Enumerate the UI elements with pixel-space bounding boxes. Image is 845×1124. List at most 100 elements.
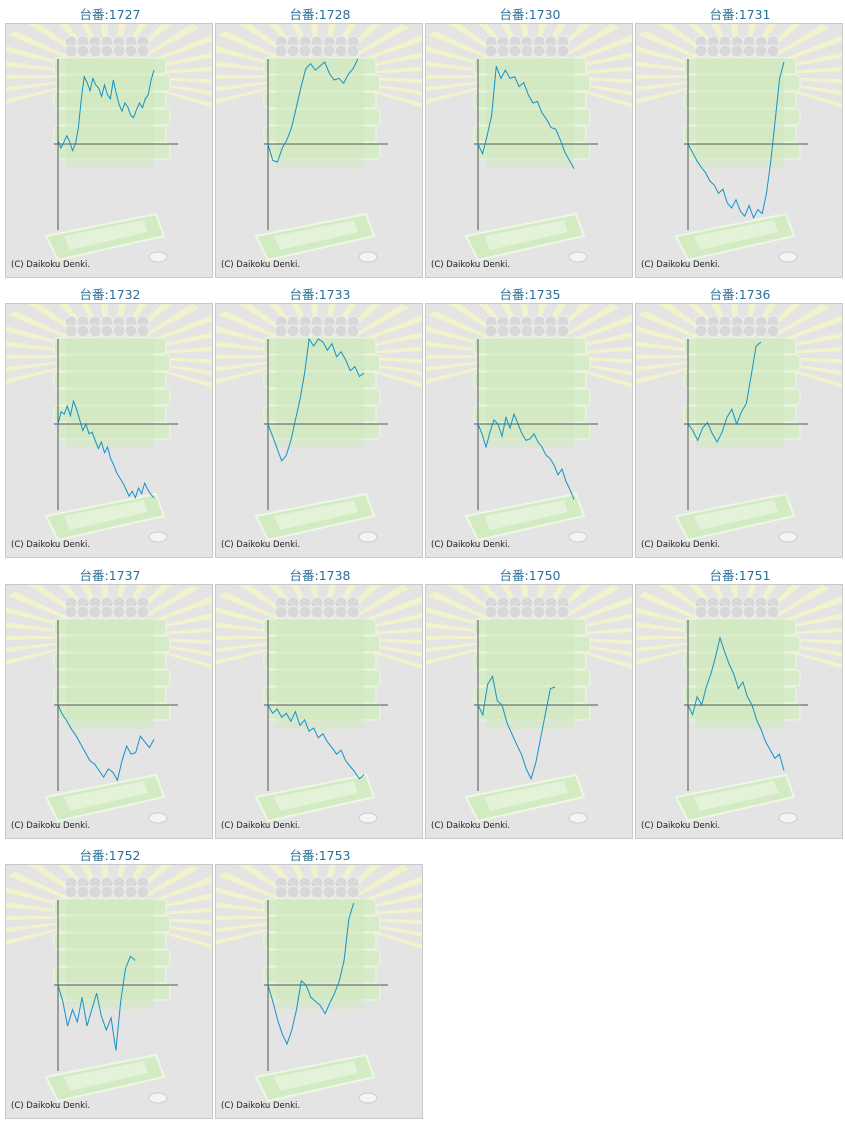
graph-cell[interactable]: 台番:1727 (C) Daikoku Denki.	[5, 3, 215, 279]
graph-image[interactable]: (C) Daikoku Denki.	[215, 303, 423, 558]
graph-cell[interactable]: 台番:1731 (C) Daikoku Denki.	[635, 3, 845, 279]
background-art	[216, 585, 422, 824]
machine-number-title[interactable]: 台番:1737	[79, 568, 141, 583]
machine-number-title[interactable]: 台番:1735	[499, 287, 561, 302]
copyright-label: (C) Daikoku Denki.	[431, 821, 511, 831]
background-art	[6, 24, 212, 263]
copyright-label: (C) Daikoku Denki.	[221, 260, 301, 270]
payout-graph	[426, 304, 632, 543]
payout-graph	[636, 24, 842, 263]
machine-number-title[interactable]: 台番:1730	[499, 7, 561, 22]
payout-graph	[426, 24, 632, 263]
machine-number-title[interactable]: 台番:1727	[79, 7, 141, 22]
graph-image[interactable]: (C) Daikoku Denki.	[5, 23, 213, 278]
payout-graph	[6, 304, 212, 543]
copyright-label: (C) Daikoku Denki.	[11, 821, 91, 831]
payout-graph	[216, 865, 422, 1104]
background-art	[6, 585, 212, 824]
machine-number-title[interactable]: 台番:1753	[289, 848, 351, 863]
copyright-label: (C) Daikoku Denki.	[641, 260, 721, 270]
payout-graph	[6, 585, 212, 824]
payout-graph	[216, 585, 422, 824]
graph-cell[interactable]: 台番:1750 (C) Daikoku Denki.	[425, 564, 635, 840]
payout-series-line	[57, 70, 155, 152]
graph-image[interactable]: (C) Daikoku Denki.	[215, 23, 423, 278]
payout-series-line	[687, 61, 785, 220]
graph-cell[interactable]: 台番:1735 (C) Daikoku Denki.	[425, 283, 635, 559]
graph-cell[interactable]: 台番:1753 (C) Daikoku Denki.	[215, 844, 425, 1120]
payout-graph	[426, 585, 632, 824]
graph-image[interactable]: (C) Daikoku Denki.	[5, 864, 213, 1119]
graph-cell[interactable]: 台番:1751 (C) Daikoku Denki.	[635, 564, 845, 840]
graph-cell[interactable]: 台番:1728 (C) Daikoku Denki.	[215, 3, 425, 279]
copyright-label: (C) Daikoku Denki.	[11, 1101, 91, 1111]
machine-number-title[interactable]: 台番:1728	[289, 7, 351, 22]
payout-series-line	[267, 58, 359, 163]
machine-number-title[interactable]: 台番:1751	[709, 568, 771, 583]
graph-cell[interactable]: 台番:1736 (C) Daikoku Denki.	[635, 283, 845, 559]
background-art	[636, 304, 842, 543]
graph-cell[interactable]: 台番:1733 (C) Daikoku Denki.	[215, 283, 425, 559]
payout-series-line	[267, 704, 365, 780]
machine-number-title[interactable]: 台番:1738	[289, 568, 351, 583]
copyright-label: (C) Daikoku Denki.	[641, 540, 721, 550]
graph-cell[interactable]: 台番:1730 (C) Daikoku Denki.	[425, 3, 635, 279]
copyright-label: (C) Daikoku Denki.	[11, 540, 91, 550]
background-art	[426, 24, 632, 263]
background-art	[636, 585, 842, 824]
payout-graph	[636, 585, 842, 824]
graph-image[interactable]: (C) Daikoku Denki.	[635, 23, 843, 278]
machine-number-title[interactable]: 台番:1733	[289, 287, 351, 302]
graph-cell[interactable]: 台番:1732 (C) Daikoku Denki.	[5, 283, 215, 559]
background-art	[426, 304, 632, 543]
payout-series-line	[57, 955, 136, 1051]
graph-image[interactable]: (C) Daikoku Denki.	[425, 584, 633, 839]
copyright-label: (C) Daikoku Denki.	[221, 1101, 301, 1111]
chart-axes	[54, 339, 178, 510]
payout-series-line	[687, 341, 762, 444]
copyright-label: (C) Daikoku Denki.	[11, 260, 91, 270]
copyright-label: (C) Daikoku Denki.	[221, 540, 301, 550]
payout-series-line	[477, 674, 556, 781]
graph-image[interactable]: (C) Daikoku Denki.	[425, 303, 633, 558]
copyright-label: (C) Daikoku Denki.	[431, 540, 511, 550]
payout-graph	[6, 24, 212, 263]
machine-number-title[interactable]: 台番:1732	[79, 287, 141, 302]
payout-series-line	[267, 337, 365, 462]
graph-image[interactable]: (C) Daikoku Denki.	[5, 303, 213, 558]
graph-image[interactable]: (C) Daikoku Denki.	[215, 864, 423, 1119]
background-art	[216, 24, 422, 263]
copyright-label: (C) Daikoku Denki.	[431, 260, 511, 270]
payout-series-line	[57, 704, 155, 782]
payout-series-line	[57, 399, 155, 500]
payout-series-line	[267, 902, 355, 1046]
copyright-label: (C) Daikoku Denki.	[221, 821, 301, 831]
graph-image[interactable]: (C) Daikoku Denki.	[635, 584, 843, 839]
machine-number-title[interactable]: 台番:1736	[709, 287, 771, 302]
payout-graph	[216, 304, 422, 543]
chart-axes	[54, 59, 178, 230]
graph-image[interactable]: (C) Daikoku Denki.	[425, 23, 633, 278]
background-art	[216, 304, 422, 543]
background-art	[426, 585, 632, 824]
machine-number-title[interactable]: 台番:1731	[709, 7, 771, 22]
machine-number-title[interactable]: 台番:1752	[79, 848, 141, 863]
graph-image[interactable]: (C) Daikoku Denki.	[5, 584, 213, 839]
payout-series-line	[477, 412, 575, 500]
machine-number-title[interactable]: 台番:1750	[499, 568, 561, 583]
background-art	[6, 304, 212, 543]
background-art	[6, 865, 212, 1104]
graph-image[interactable]: (C) Daikoku Denki.	[635, 303, 843, 558]
payout-graph	[6, 865, 212, 1104]
payout-series-line	[687, 635, 785, 771]
payout-graph	[216, 24, 422, 263]
graph-cell[interactable]: 台番:1738 (C) Daikoku Denki.	[215, 564, 425, 840]
payout-graph	[636, 304, 842, 543]
graph-image[interactable]: (C) Daikoku Denki.	[215, 584, 423, 839]
background-art	[216, 865, 422, 1104]
background-art	[636, 24, 842, 263]
graph-cell[interactable]: 台番:1737 (C) Daikoku Denki.	[5, 564, 215, 840]
copyright-label: (C) Daikoku Denki.	[641, 821, 721, 831]
graph-cell[interactable]: 台番:1752 (C) Daikoku Denki.	[5, 844, 215, 1120]
